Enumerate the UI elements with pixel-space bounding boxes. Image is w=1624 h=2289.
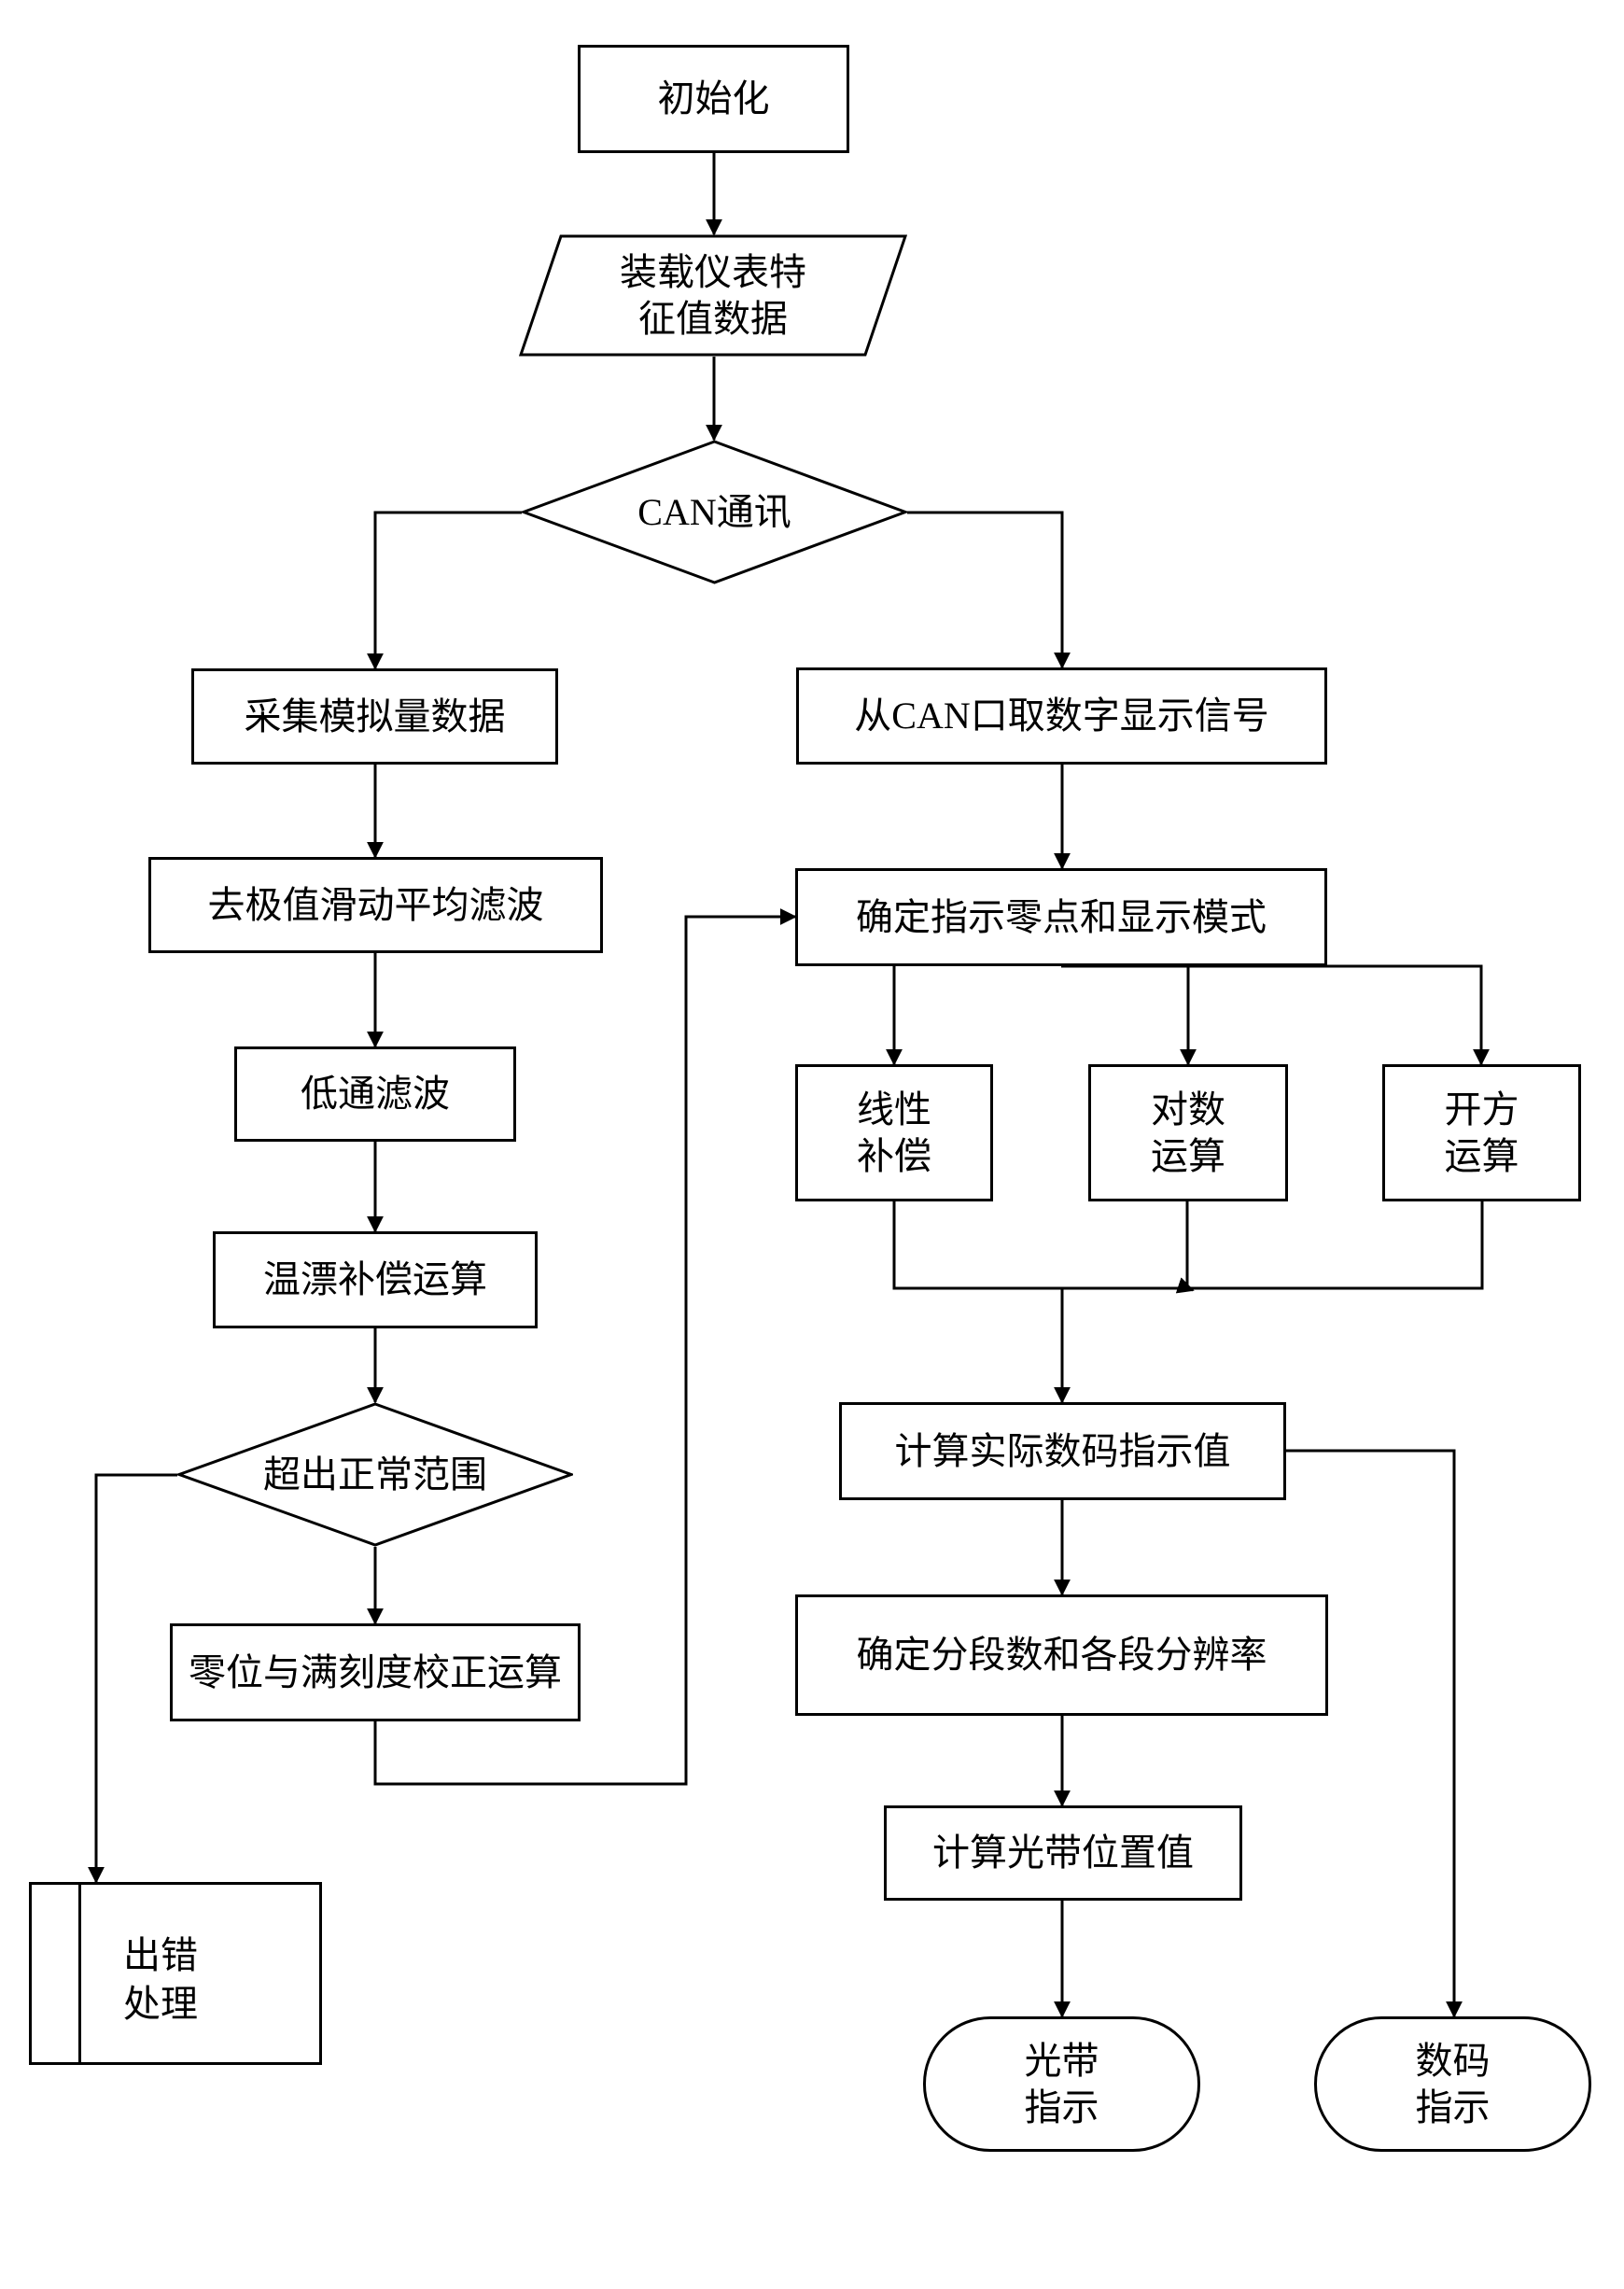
node-error-handler: 出错处理	[29, 1882, 322, 2065]
node-lowpass: 低通滤波	[234, 1046, 516, 1142]
terminator-band-output: 光带指示	[923, 2016, 1200, 2152]
terminator-digit-output: 数码指示	[1314, 2016, 1591, 2152]
node-error-handler-label: 出错处理	[123, 1931, 198, 2029]
node-can-comm: CAN通讯	[522, 440, 907, 584]
node-log-calc: 对数运算	[1088, 1064, 1288, 1201]
node-load-data-label: 装载仪表特征值数据	[519, 234, 907, 357]
node-can-comm-label: CAN通讯	[522, 440, 907, 584]
node-temp-comp: 温漂补偿运算	[213, 1231, 538, 1328]
node-sqrt-calc: 开方运算	[1382, 1064, 1581, 1201]
node-sliding-filter: 去极值滑动平均滤波	[148, 857, 603, 953]
node-range-check-label: 超出正常范围	[177, 1402, 573, 1547]
node-segments: 确定分段数和各段分辨率	[795, 1594, 1328, 1716]
node-range-check: 超出正常范围	[177, 1402, 573, 1547]
node-load-data: 装载仪表特征值数据	[519, 234, 907, 357]
node-init: 初始化	[578, 45, 849, 153]
node-collect-analog: 采集模拟量数据	[191, 668, 558, 765]
node-calc-band: 计算光带位置值	[884, 1805, 1242, 1901]
node-zero-full: 零位与满刻度校正运算	[170, 1623, 581, 1721]
node-display-mode: 确定指示零点和显示模式	[795, 868, 1327, 966]
node-linear-comp: 线性补偿	[795, 1064, 993, 1201]
node-from-can: 从CAN口取数字显示信号	[796, 667, 1327, 765]
subroutine-stripe	[78, 1885, 81, 2062]
node-calc-digital: 计算实际数码指示值	[839, 1402, 1286, 1500]
